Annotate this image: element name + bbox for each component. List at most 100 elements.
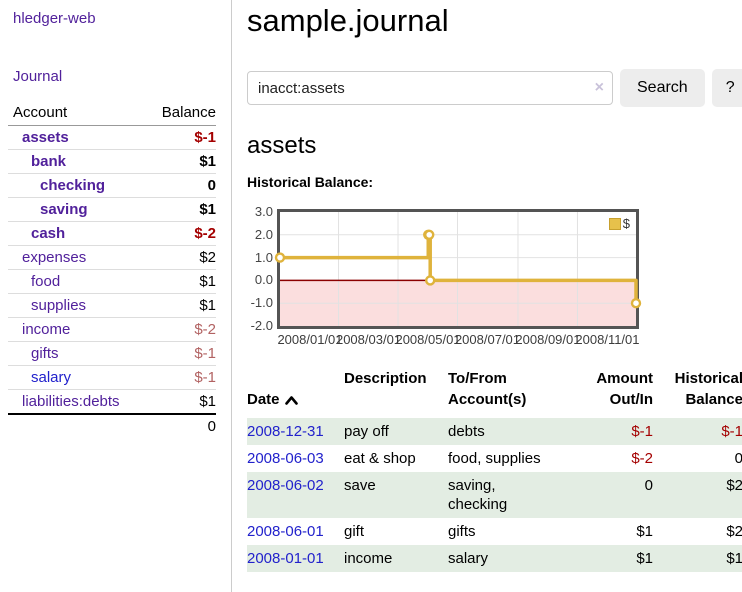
search-box: ×: [247, 71, 613, 105]
search-button[interactable]: Search: [620, 69, 705, 107]
accounts-rows: assets $-1 bank $1 checking 0 saving $1 cash $-2 e…: [8, 126, 216, 414]
register-header-balance: Historical Balance: [674, 370, 742, 408]
y-axis-tick-label: -1.0: [250, 295, 273, 311]
register-accounts: food, supplies: [448, 450, 541, 467]
x-axis-tick-label: 2008/01/01: [277, 332, 343, 347]
account-balance: $-2: [194, 225, 216, 242]
sidebar-account-income[interactable]: income: [22, 321, 71, 338]
sidebar-item-journal[interactable]: Journal: [13, 68, 63, 85]
chart-x-axis-labels: 2008/01/01 2008/03/01 2008/05/01 2008/07/01…: [277, 329, 639, 347]
x-axis-tick-label: 2008/03/01: [335, 332, 402, 347]
register-accounts: salary: [448, 550, 489, 567]
y-axis-tick-label: 3.0: [254, 204, 273, 219]
sidebar-account-bank[interactable]: bank: [31, 153, 67, 170]
register-row: 2008-01-01 income salary $1 $1: [247, 545, 742, 572]
legend-swatch-icon: [608, 217, 621, 230]
register-amount: 0: [644, 477, 653, 494]
y-axis-tick-label: -2.0: [250, 318, 273, 333]
sidebar-account-cash[interactable]: cash: [31, 225, 66, 242]
account-row: cash $-2: [8, 222, 216, 246]
register-amount: $1: [636, 523, 653, 540]
accounts-table: Account Balance assets $-1 bank $1 checking 0…: [8, 101, 216, 438]
register-amount: $-1: [631, 423, 653, 440]
sidebar-account-salary[interactable]: salary: [31, 369, 72, 386]
x-axis-tick-label: 2008/05/01: [395, 332, 461, 347]
register-row: 2008-06-01 gift gifts $1 $2: [247, 518, 742, 545]
register-accounts: saving, checking: [448, 477, 508, 513]
help-button[interactable]: ?: [711, 69, 742, 107]
register-description: income: [344, 550, 393, 567]
register-balance: 0: [734, 450, 742, 467]
sidebar: hledger-web Journal Account Balance asse…: [0, 0, 232, 592]
page-title: sample.journal: [247, 3, 449, 38]
accounts-total-row: 0: [8, 414, 216, 438]
register-balance: $-1: [721, 423, 742, 440]
sidebar-account-food[interactable]: food: [31, 273, 61, 290]
register-accounts: gifts: [448, 523, 476, 540]
account-balance: $-2: [194, 321, 216, 338]
register-balance: $1: [726, 550, 742, 567]
sidebar-account-checking[interactable]: checking: [40, 177, 106, 194]
y-axis-tick-label: 2.0: [254, 226, 273, 242]
accounts-table-header: Account Balance: [8, 101, 216, 126]
register-date-link[interactable]: 2008-06-02: [247, 477, 324, 494]
register-description: save: [344, 477, 376, 494]
sidebar-account-gifts[interactable]: gifts: [31, 345, 59, 362]
account-balance: $1: [199, 393, 216, 410]
account-row: gifts $-1: [8, 342, 216, 366]
chart-plot-area: $: [274, 209, 642, 329]
sidebar-account-supplies[interactable]: supplies: [31, 297, 87, 314]
account-column-header: Account: [13, 104, 68, 121]
register-description: gift: [344, 523, 365, 540]
search-form: × Search ?: [247, 69, 742, 107]
x-axis-tick-label: 2008/07/01: [454, 332, 521, 347]
total-balance: 0: [207, 418, 216, 435]
account-row: expenses $2: [8, 246, 216, 270]
sidebar-account-expenses[interactable]: expenses: [22, 249, 87, 266]
account-balance: $-1: [194, 345, 216, 362]
main-content: sample.journal × Search ? assets Histori…: [232, 0, 742, 592]
register-row: 2008-06-02 save saving, checking 0 $2: [247, 472, 742, 518]
register-header-accounts: To/From Account(s): [448, 370, 527, 408]
account-balance: $1: [199, 297, 216, 314]
date-sort-link[interactable]: Date: [247, 389, 298, 410]
register-header-description: Description: [344, 370, 427, 387]
chart-canvas: [274, 212, 642, 326]
x-axis-tick-label: 2008/09/01: [515, 332, 581, 347]
sidebar-account-assets[interactable]: assets: [22, 129, 69, 146]
sidebar-account-liabilities-debts[interactable]: liabilities:debts: [22, 393, 120, 410]
y-axis-tick-label: 1.0: [254, 249, 273, 265]
register-date-link[interactable]: 2008-06-01: [247, 523, 324, 540]
account-row: income $-2: [8, 318, 216, 342]
clear-search-icon[interactable]: ×: [594, 79, 604, 96]
register-date-link[interactable]: 2008-12-31: [247, 423, 324, 440]
register-amount: $1: [636, 550, 653, 567]
account-row: saving $1: [8, 198, 216, 222]
account-row: supplies $1: [8, 294, 216, 318]
account-row: checking 0: [8, 174, 216, 198]
register-date-link[interactable]: 2008-01-01: [247, 550, 324, 567]
register-header-date: Date: [247, 368, 344, 418]
x-axis-tick-label: 2008/11/01: [575, 332, 640, 347]
account-balance: $1: [199, 201, 216, 218]
account-balance: $1: [199, 153, 216, 170]
account-row: assets $-1: [8, 126, 216, 150]
register-table: Date Description To/From Account(s) Amou…: [247, 368, 742, 572]
sidebar-account-saving[interactable]: saving: [40, 201, 88, 218]
register-balance: $2: [726, 477, 742, 494]
account-balance: $-1: [194, 369, 216, 386]
register-date-link[interactable]: 2008-06-03: [247, 450, 324, 467]
brand-link[interactable]: hledger-web: [13, 10, 96, 27]
balance-chart: 3.0 2.0 1.0 0.0 -1.0 -2.0 $ 2008/01/01 2008/03…: [247, 204, 642, 347]
search-input[interactable]: [247, 71, 613, 105]
register-accounts: debts: [448, 423, 485, 440]
account-balance: $-1: [194, 129, 216, 146]
register-row: 2008-12-31 pay off debts $-1 $-1: [247, 418, 742, 445]
account-row: salary $-1: [8, 366, 216, 390]
chart-title: Historical Balance:: [247, 174, 374, 190]
register-amount: $-2: [631, 450, 653, 467]
sort-ascending-icon: [284, 396, 298, 405]
balance-column-header: Balance: [161, 104, 216, 121]
register-description: eat & shop: [344, 450, 416, 467]
